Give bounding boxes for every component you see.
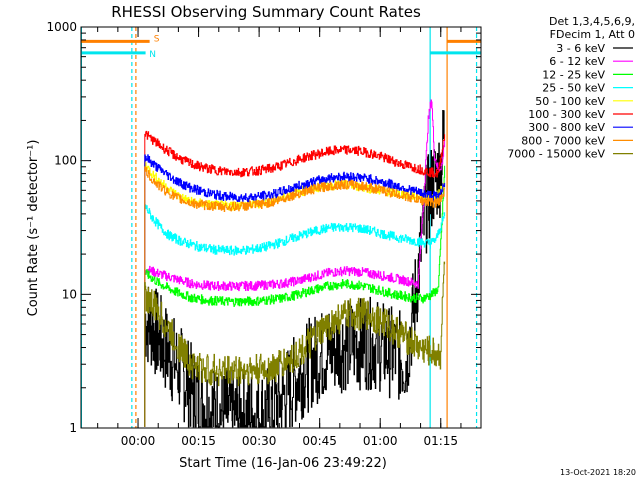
x-tick-label: 00:30 <box>242 434 277 448</box>
y-tick-label: 1 <box>69 421 77 435</box>
series-line-1 <box>144 99 446 427</box>
legend-header: Det 1,3,4,5,6,9, <box>549 15 635 28</box>
x-tick-label: 01:00 <box>363 434 398 448</box>
legend-entry-label: 3 - 6 keV <box>556 42 605 55</box>
series-line-3 <box>144 204 446 427</box>
legend-entry-label: 100 - 300 keV <box>528 108 605 121</box>
series-line-5 <box>144 130 446 427</box>
legend-header: FDecim 1, Att 0 <box>550 28 635 41</box>
y-tick-label: 10 <box>62 287 77 301</box>
legend: Det 1,3,4,5,6,9,FDecim 1, Att 03 - 6 keV… <box>507 15 635 161</box>
x-tick-label: 01:15 <box>423 434 458 448</box>
series-line-0 <box>144 110 445 428</box>
flag-label-n: N <box>149 50 156 60</box>
legend-entry-label: 7000 - 15000 keV <box>507 148 605 161</box>
legend-entry-label: 25 - 50 keV <box>542 82 605 95</box>
series-layer <box>144 99 446 428</box>
series-line-2 <box>144 165 446 427</box>
x-axis-label: Start Time (16-Jan-06 23:49:22) <box>179 456 387 471</box>
footer-timestamp: 13-Oct-2021 18:20 <box>560 468 636 477</box>
x-tick-label: 00:15 <box>181 434 216 448</box>
series-line-7 <box>144 166 446 427</box>
y-tick-label: 100 <box>54 154 77 168</box>
chart-title: RHESSI Observing Summary Count Rates <box>111 3 421 21</box>
plot-frame <box>80 26 482 429</box>
y-axis-label: Count Rate (s⁻¹ detector⁻¹) <box>26 140 41 317</box>
flag-label-s: S <box>154 34 160 44</box>
series-line-8 <box>144 261 446 427</box>
series-line-6 <box>144 154 446 427</box>
legend-entry-label: 800 - 7000 keV <box>521 134 605 147</box>
legend-entry-label: 300 - 800 keV <box>528 121 605 134</box>
axes-layer: 1 10 100 1000 00:00 00:15 00:30 00:45 01:00 01:15 <box>46 20 482 448</box>
x-tick-label: 00:45 <box>302 434 337 448</box>
legend-entry-label: 6 - 12 keV <box>549 55 605 68</box>
legend-entry-label: 50 - 100 keV <box>535 95 605 108</box>
x-tick-label: 00:00 <box>121 434 156 448</box>
legend-entry-label: 12 - 25 keV <box>542 68 605 81</box>
y-tick-label: 1000 <box>46 20 77 34</box>
